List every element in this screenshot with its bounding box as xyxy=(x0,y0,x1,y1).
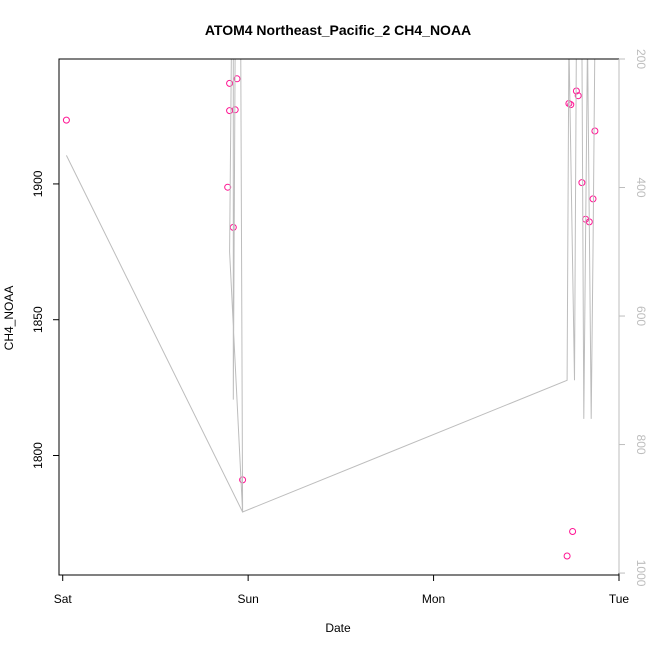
data-point xyxy=(569,528,577,535)
data-point xyxy=(226,107,234,115)
y2-tick-label: 800 xyxy=(634,435,648,455)
y-axis-label: CH4_NOAA xyxy=(2,286,16,351)
data-point xyxy=(567,101,575,109)
x-tick-label: Mon xyxy=(422,592,445,606)
data-point xyxy=(62,116,70,124)
data-point xyxy=(574,92,582,100)
x-tick-label: Sun xyxy=(237,592,258,606)
data-point xyxy=(578,179,586,187)
chart-title: ATOM4 Northeast_Pacific_2 CH4_NOAA xyxy=(205,22,471,38)
series-line-1 xyxy=(65,59,596,513)
x-tick-label: Tue xyxy=(609,592,630,606)
x-tick-label: Sat xyxy=(54,592,73,606)
y-tick-label: 1850 xyxy=(31,306,45,333)
x-axis-label: Date xyxy=(325,621,351,635)
data-point xyxy=(591,127,599,135)
y2-tick-label: 600 xyxy=(634,306,648,326)
series-layer xyxy=(62,59,599,560)
y-tick-label: 1800 xyxy=(31,442,45,469)
data-point xyxy=(233,75,241,83)
y2-tick-label: 400 xyxy=(634,178,648,198)
data-point xyxy=(563,552,571,560)
axis-layer: Sat Sun Mon Tue 1800 1850 1900 200 400 600 800 1000 xyxy=(31,49,648,606)
plot-frame xyxy=(58,58,620,576)
y2-tick-label: 1000 xyxy=(634,560,648,587)
data-point xyxy=(226,79,234,87)
y-tick-label: 1900 xyxy=(31,170,45,197)
y2-tick-label: 200 xyxy=(634,49,648,69)
data-point xyxy=(224,183,232,191)
